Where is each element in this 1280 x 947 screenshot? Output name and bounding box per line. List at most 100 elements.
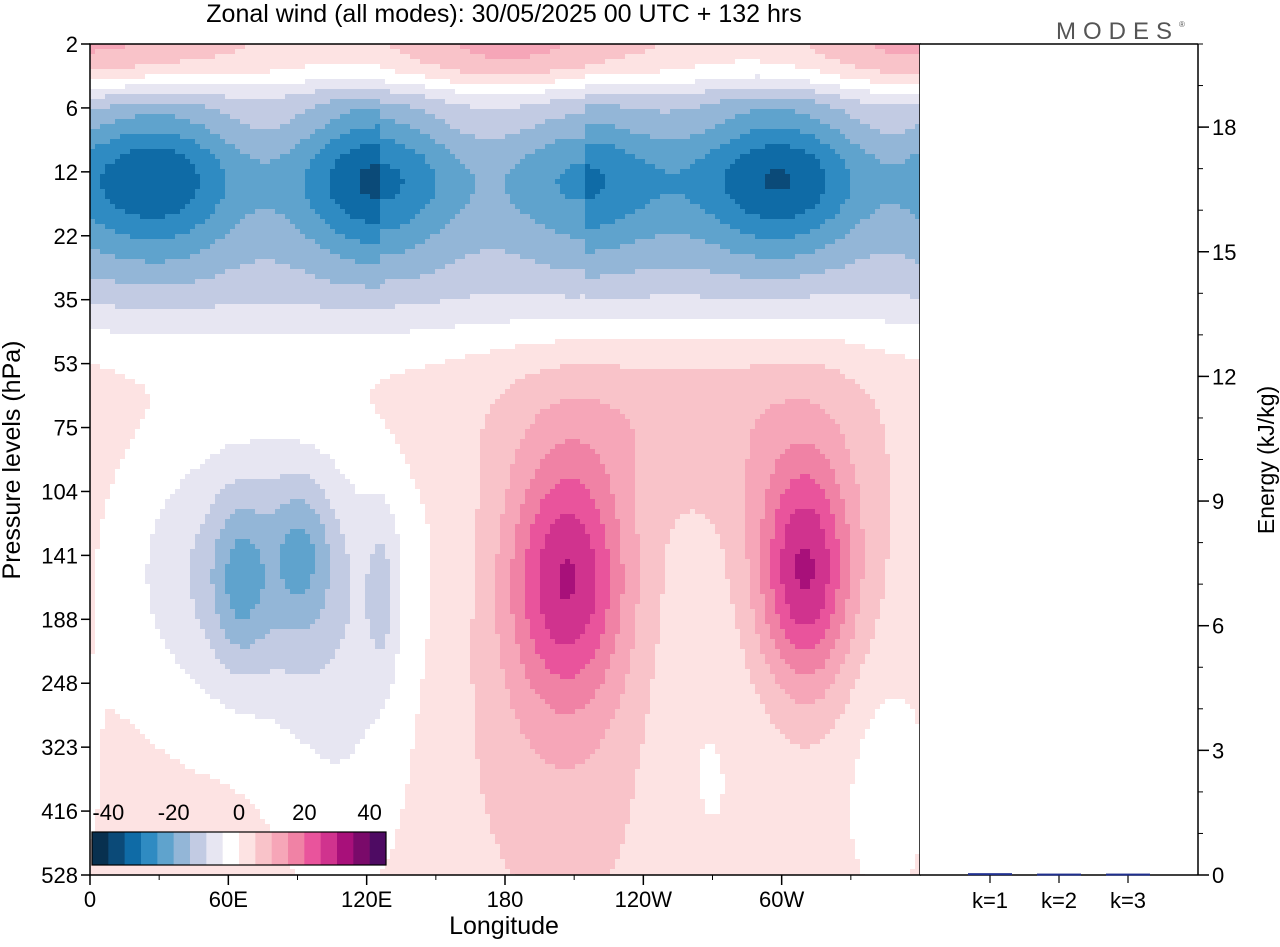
contour-cell — [860, 514, 891, 520]
contour-cell — [885, 449, 920, 455]
energy-tick-label: 18 — [1212, 115, 1236, 140]
contour-cell — [650, 134, 691, 140]
contour-cell — [755, 619, 766, 625]
contour-cell — [780, 499, 831, 505]
contour-cell — [460, 159, 521, 165]
contour-cell — [860, 144, 920, 150]
contour-cell — [795, 254, 871, 260]
contour-cell — [365, 729, 416, 735]
contour-cell — [585, 249, 596, 255]
colorbar-tick-label: 0 — [233, 800, 245, 825]
contour-cell — [470, 669, 506, 675]
contour-cell — [810, 79, 871, 85]
contour-cell — [455, 259, 536, 265]
contour-cell — [535, 639, 556, 645]
contour-cell — [365, 284, 381, 290]
contour-cell — [200, 684, 391, 690]
contour-cell — [780, 729, 831, 735]
contour-cell — [575, 569, 596, 575]
contour-cell — [785, 589, 826, 595]
contour-cell — [610, 404, 771, 410]
contour-cell — [90, 214, 141, 220]
contour-cell — [90, 229, 116, 235]
contour-cell — [285, 579, 311, 585]
contour-cell — [315, 559, 331, 565]
contour-cell — [310, 204, 341, 210]
colorbar-swatch — [353, 832, 370, 865]
contour-cell — [105, 719, 131, 725]
contour-cell — [180, 134, 221, 140]
contour-cell — [730, 139, 821, 145]
contour-cell — [645, 159, 696, 165]
contour-cell — [255, 604, 326, 610]
contour-cell — [255, 209, 276, 215]
contour-cell — [350, 214, 381, 220]
contour-cell — [750, 564, 761, 570]
contour-cell — [745, 504, 766, 510]
contour-cell — [230, 784, 406, 790]
contour-cell — [775, 609, 791, 615]
contour-cell — [185, 154, 216, 160]
contour-cell — [150, 394, 371, 400]
contour-cell — [510, 704, 551, 710]
contour-cell — [850, 814, 920, 820]
contour-cell — [880, 609, 920, 615]
contour-cell — [545, 759, 586, 765]
contour-cell — [655, 664, 746, 670]
contour-cell — [605, 544, 621, 550]
contour-cell — [335, 654, 396, 660]
contour-cell — [830, 509, 846, 515]
contour-cell — [325, 664, 396, 670]
contour-cell — [620, 614, 636, 620]
contour-cell — [540, 459, 601, 465]
contour-cell — [530, 624, 546, 630]
contour-cell — [385, 644, 401, 650]
contour-cell — [105, 194, 196, 200]
contour-cell — [840, 154, 876, 160]
contour-cell — [740, 274, 801, 280]
contour-cell — [285, 669, 321, 675]
contour-cell — [700, 769, 721, 775]
contour-cell — [215, 304, 321, 310]
contour-cell — [815, 569, 831, 575]
contour-cell — [215, 604, 231, 610]
contour-cell — [255, 639, 341, 645]
contour-cell — [395, 844, 501, 850]
contour-cell — [815, 669, 841, 675]
contour-cell — [180, 759, 331, 765]
contour-cell — [620, 559, 641, 565]
contour-cell — [215, 609, 236, 615]
contour-cell — [830, 499, 846, 505]
contour-cell — [865, 529, 891, 535]
contour-cell — [90, 339, 556, 345]
contour-cell — [725, 559, 751, 565]
contour-cell — [595, 689, 626, 695]
x-tick-label: 60W — [759, 887, 804, 912]
contour-cell — [890, 489, 920, 495]
contour-cell — [540, 579, 561, 585]
contour-cell — [380, 259, 456, 265]
contour-cell — [620, 629, 636, 635]
contour-cell — [135, 379, 381, 385]
contour-cell — [90, 799, 101, 805]
contour-cell — [345, 544, 376, 550]
contour-cell — [400, 814, 491, 820]
contour-cell — [420, 689, 476, 695]
contour-cell — [395, 654, 426, 660]
contour-cell — [635, 434, 751, 440]
contour-cell — [620, 534, 641, 540]
contour-cell — [545, 699, 591, 705]
contour-cell — [755, 74, 761, 80]
contour-cell — [185, 204, 216, 210]
contour-cell — [90, 794, 101, 800]
contour-cell — [790, 514, 821, 520]
contour-cell — [885, 429, 920, 435]
contour-cell — [865, 554, 891, 560]
contour-cell — [370, 634, 386, 640]
contour-cell — [90, 739, 101, 745]
contour-cell — [235, 609, 251, 615]
contour-cell — [880, 409, 920, 415]
contour-cell — [355, 489, 421, 495]
contour-cell — [595, 549, 611, 555]
contour-cell — [745, 664, 771, 670]
